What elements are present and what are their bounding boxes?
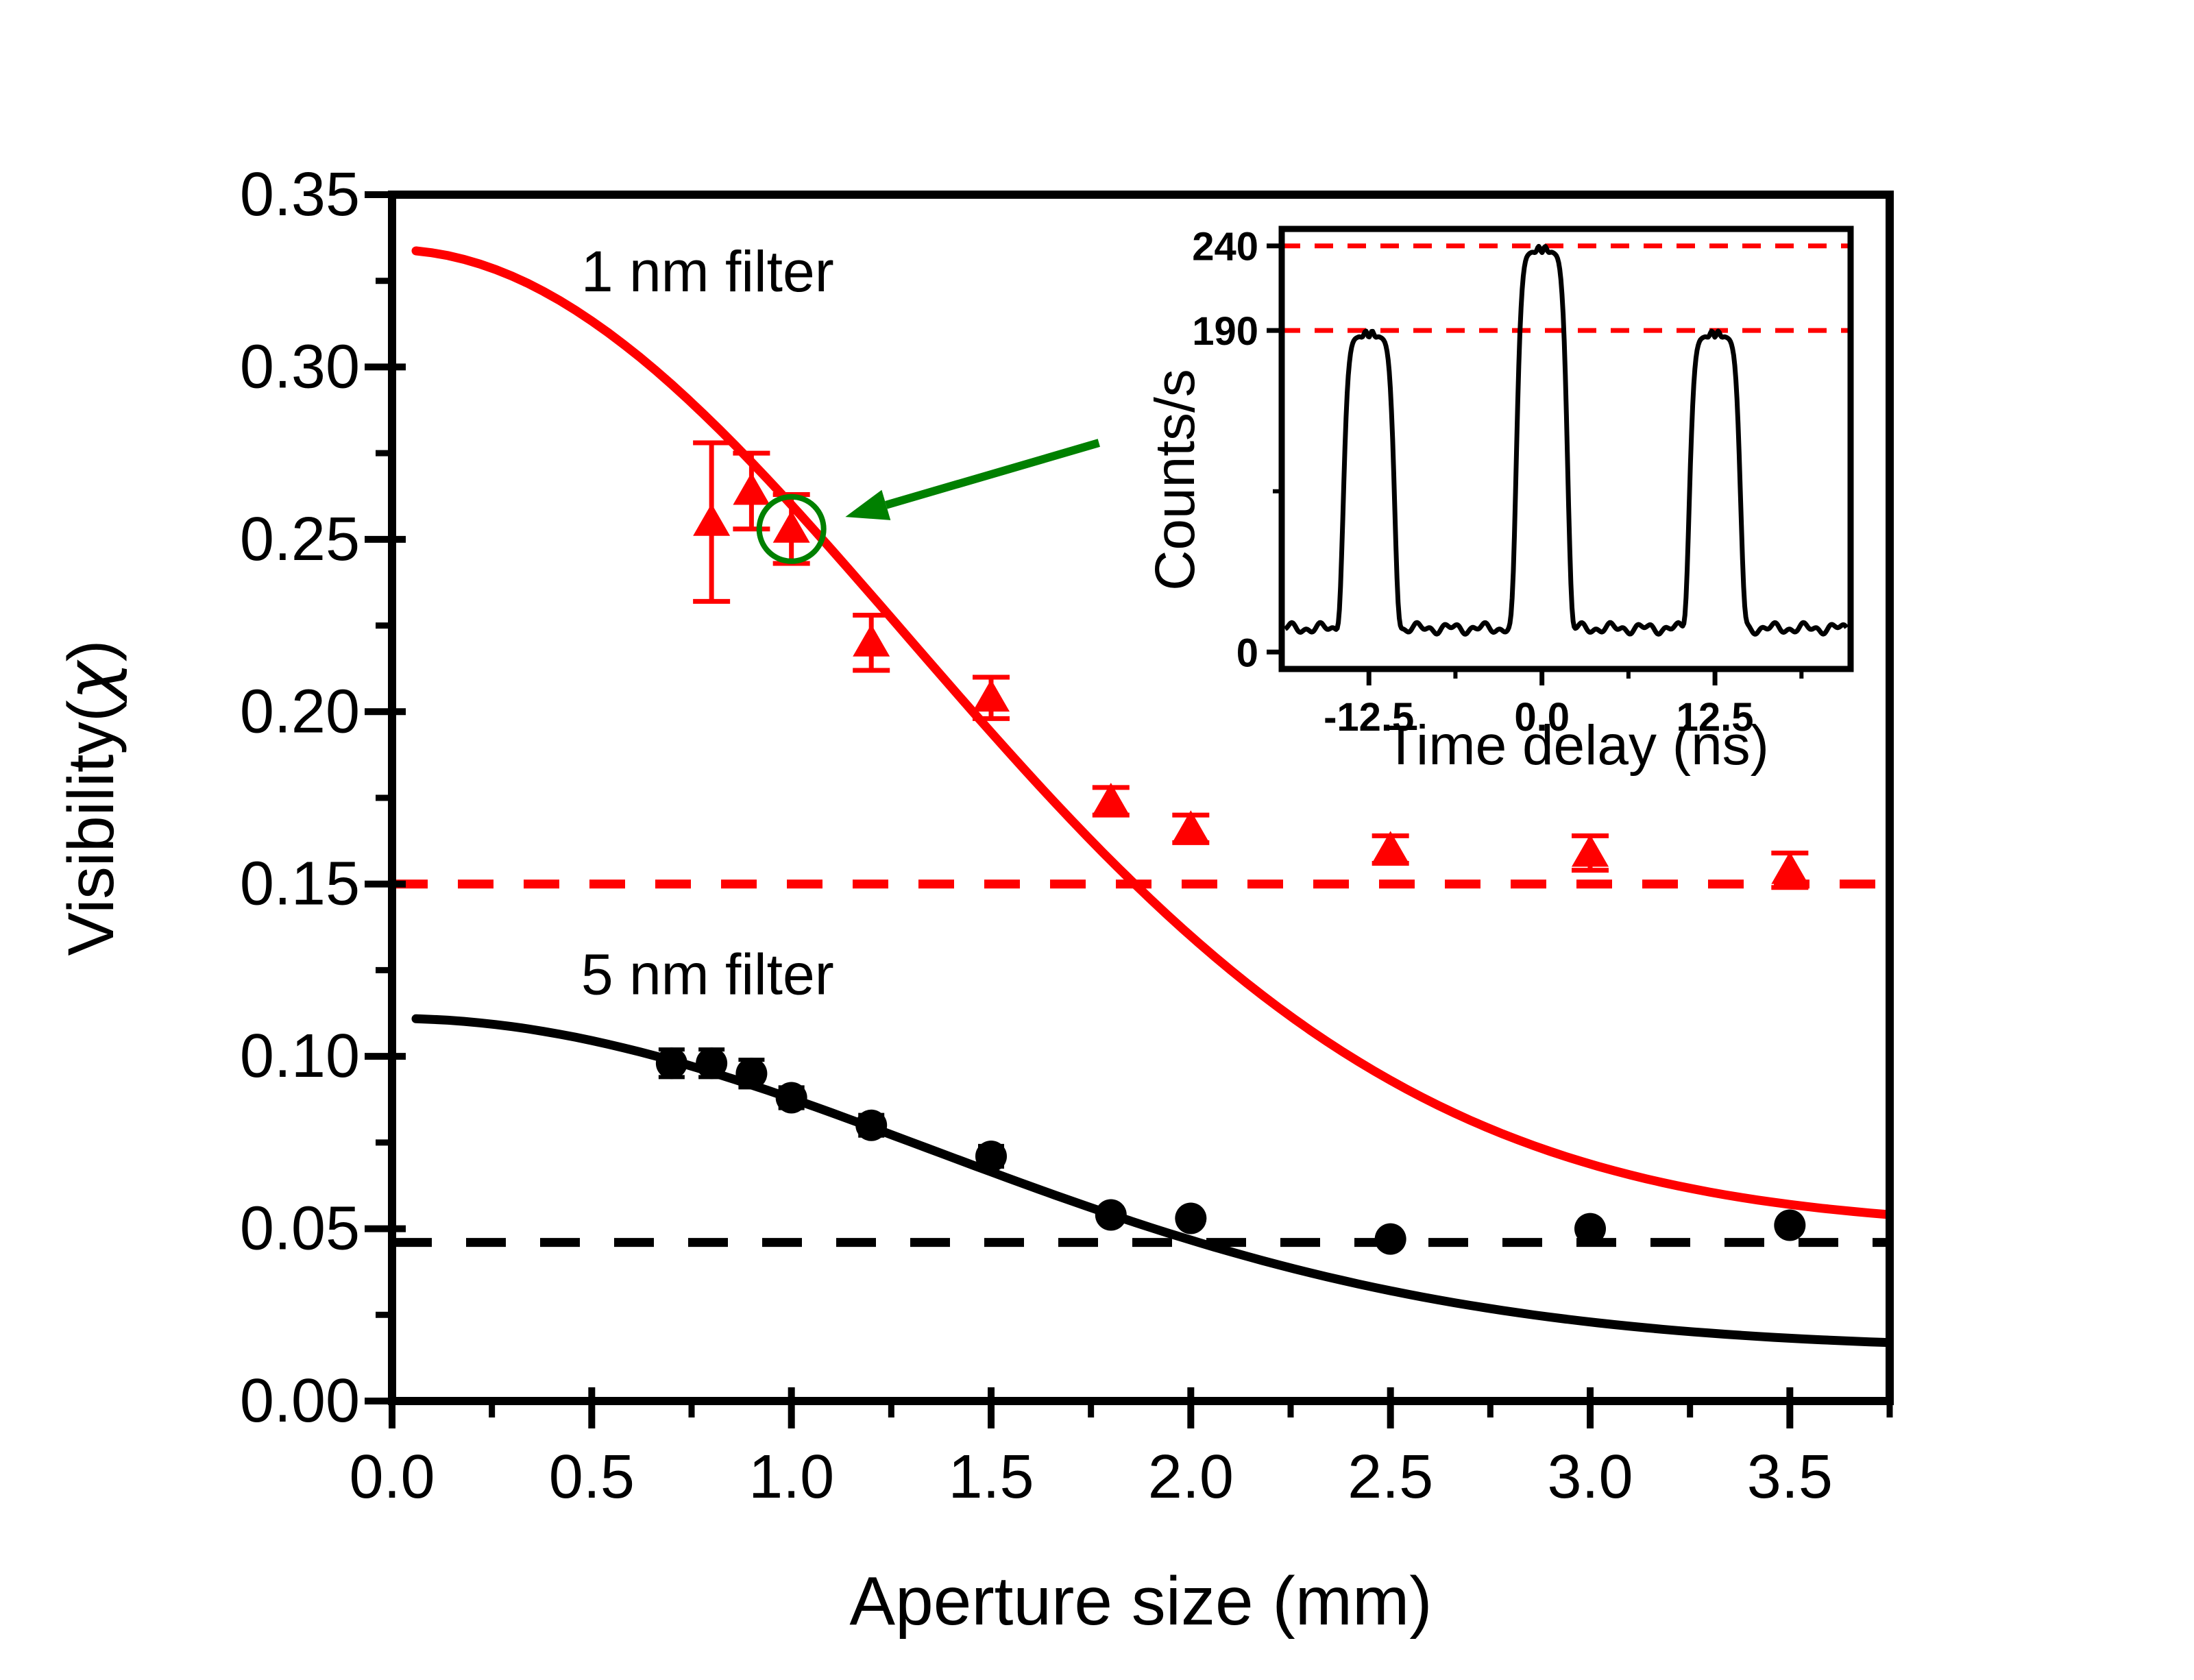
- black-data-point: [1175, 1202, 1207, 1234]
- triangle-marker: [973, 679, 1010, 712]
- y-tick-label: 0.30: [240, 332, 360, 401]
- x-axis-label: Aperture size (mm): [849, 1563, 1432, 1640]
- inset-x-tick-label: -12.5: [1324, 695, 1414, 740]
- y-tick-label: 0.35: [240, 160, 360, 229]
- black-data-point: [1574, 1213, 1606, 1245]
- circle-marker: [975, 1140, 1007, 1172]
- inset-x-axis-label: Time delay (ns): [1384, 714, 1769, 777]
- triangle-marker: [733, 472, 770, 505]
- black-data-point: [735, 1058, 768, 1090]
- series-label-1nm: 1 nm filter: [581, 239, 834, 304]
- x-tick-label: 0.5: [549, 1443, 635, 1511]
- circle-marker: [735, 1058, 768, 1090]
- circle-marker: [855, 1109, 888, 1141]
- x-tick-label: 1.0: [748, 1443, 834, 1511]
- inset-y-tick-label: 240: [1192, 225, 1258, 269]
- circle-marker: [696, 1047, 728, 1080]
- red-data-point: [693, 440, 731, 604]
- black-data-point: [655, 1047, 687, 1080]
- inset-plot: 240 190 0 -12.5 0.0 12.5 Counts/s Time delay (n…: [1144, 225, 1854, 777]
- y-axis-label: Visibility(χ): [53, 640, 129, 956]
- black-data-point: [1095, 1199, 1127, 1231]
- triangle-marker: [1771, 851, 1809, 884]
- red-data-point: [853, 612, 890, 673]
- x-tick-label: 2.5: [1348, 1443, 1433, 1511]
- red-series: [693, 440, 1809, 890]
- circle-marker: [1095, 1199, 1127, 1231]
- x-tick-label: 3.5: [1747, 1443, 1833, 1511]
- black-data-point: [975, 1140, 1007, 1172]
- black-data-point: [775, 1082, 807, 1114]
- black-data-point: [855, 1109, 888, 1141]
- y-tick-label: 0.05: [240, 1195, 360, 1263]
- circle-marker: [775, 1082, 807, 1114]
- circle-marker: [1574, 1213, 1606, 1245]
- green-annotation-arrow-shaft: [885, 439, 1101, 509]
- annotations: [756, 439, 1101, 564]
- inset-x-tick-label: 0.0: [1514, 695, 1570, 740]
- black-data-point: [1374, 1223, 1406, 1255]
- triangle-marker: [1372, 831, 1409, 864]
- series-label-5nm: 5 nm filter: [581, 942, 834, 1007]
- circle-marker: [655, 1047, 687, 1080]
- triangle-marker: [853, 624, 890, 657]
- circle-marker: [1774, 1209, 1806, 1241]
- y-tick-label: 0.00: [240, 1367, 360, 1435]
- triangle-marker: [1572, 834, 1609, 867]
- triangle-marker: [772, 510, 810, 543]
- y-tick-label: 0.15: [240, 850, 360, 918]
- circle-marker: [1374, 1223, 1406, 1255]
- y-tick-label: 0.25: [240, 505, 360, 574]
- green-annotation-circle: [756, 494, 827, 564]
- y-tick-label: 0.10: [240, 1022, 360, 1091]
- triangle-marker: [693, 503, 731, 536]
- black-data-point: [1774, 1209, 1806, 1241]
- inset-y-axis-label: Counts/s: [1144, 369, 1206, 591]
- x-tick-label: 2.0: [1148, 1443, 1234, 1511]
- black-data-point: [696, 1047, 728, 1080]
- main-plot: 0.0 0.5 1.0 1.5 2.0 2.5 3.0 3.50.000.050.100.15…: [53, 160, 1894, 1640]
- triangle-marker: [1092, 783, 1130, 816]
- y-tick-label: 0.20: [240, 677, 360, 746]
- inset-y-tick-label: 0: [1236, 631, 1258, 675]
- inset-ticks: 240 190 0 -12.5 0.0 12.5: [1192, 225, 1804, 740]
- black-series: [655, 1047, 1806, 1255]
- circle-marker: [1175, 1202, 1207, 1234]
- y-axis-ticks: 0.00 0.05 0.10 0.15 0.20 0.25 0.30 0.35: [240, 160, 406, 1435]
- red-data-point: [973, 674, 1010, 721]
- red-data-point: [1172, 810, 1210, 845]
- inset-signal-trace: [1284, 243, 1849, 637]
- green-annotation-arrow-head: [845, 489, 891, 520]
- red-data-point: [1572, 833, 1609, 873]
- x-tick-label: 0.0: [349, 1443, 435, 1511]
- inset-y-tick-label: 190: [1192, 309, 1258, 354]
- red-fit-curve: [411, 246, 1890, 1219]
- red-data-point: [1771, 850, 1809, 890]
- x-axis-ticks: 0.0 0.5 1.0 1.5 2.0 2.5 3.0 3.5: [349, 1387, 1893, 1511]
- red-data-point: [733, 450, 770, 532]
- x-tick-label: 1.5: [948, 1443, 1034, 1511]
- inset-x-tick-label: 12.5: [1677, 695, 1754, 740]
- x-tick-label: 3.0: [1547, 1443, 1633, 1511]
- inset-frame: [1278, 226, 1854, 672]
- red-data-point: [1372, 831, 1409, 866]
- red-data-point: [1092, 783, 1130, 818]
- triangle-marker: [1172, 810, 1210, 843]
